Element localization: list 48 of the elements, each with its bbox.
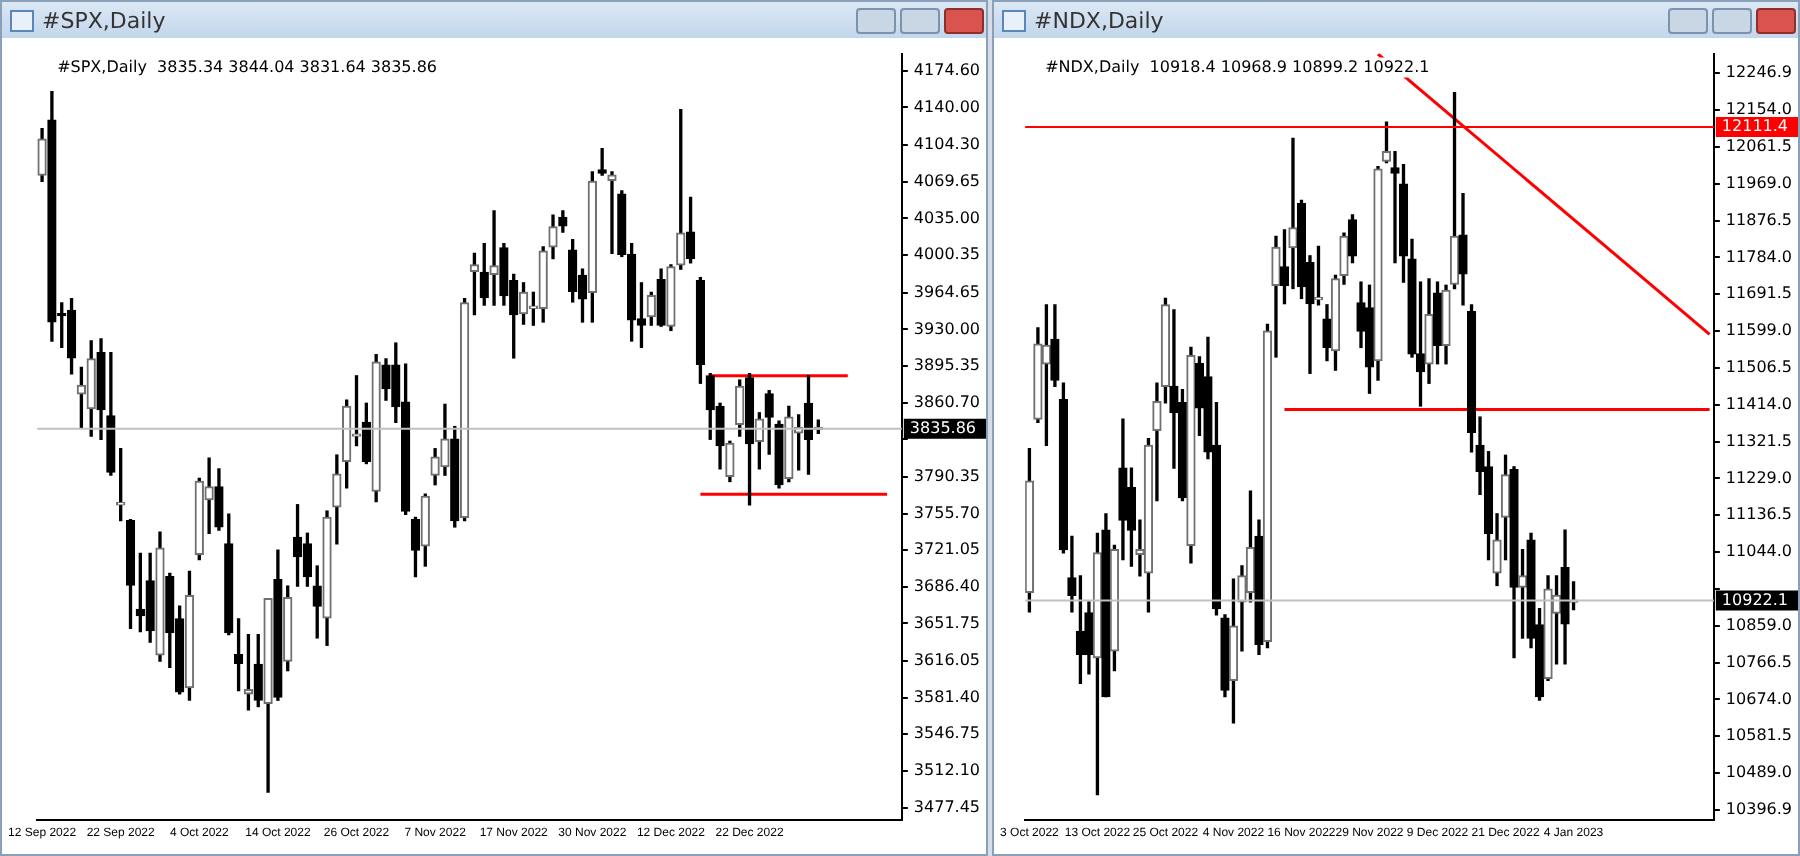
y-tick-label: 12061.5 <box>1725 137 1793 156</box>
chart-title: #NDX,Daily <box>1034 7 1164 33</box>
y-tick-label: 11414.0 <box>1725 394 1793 413</box>
y-tick-label: 11506.5 <box>1725 358 1793 377</box>
annotation: #NDX,Daily 10918.4 10968.9 10899.2 10922.1 <box>1045 57 1430 76</box>
y-tick-label: 12154.0 <box>1725 100 1793 119</box>
chart-title: #SPX,Daily <box>42 7 166 33</box>
y-tick-label: 10489.0 <box>1725 763 1793 782</box>
y-tick-label: 3651.75 <box>913 613 981 632</box>
y-tick-label: 3686.40 <box>913 576 981 595</box>
y-tick-label: 10859.0 <box>1725 615 1793 634</box>
y-tick-label: 11876.5 <box>1725 210 1793 229</box>
candlestick <box>607 171 617 254</box>
y-tick-label: 10396.9 <box>1725 799 1793 818</box>
y-tick-label: 3790.35 <box>913 467 981 486</box>
y-tick-label: 4140.00 <box>913 97 981 116</box>
y-tick-label: 3895.35 <box>913 356 981 375</box>
y-tick-label: 3581.40 <box>913 687 981 706</box>
ref-line-label: 10922.1 <box>1721 590 1789 609</box>
ref-line-label: 12111.4 <box>1721 117 1789 136</box>
y-tick-label: 3755.70 <box>913 503 981 522</box>
y-tick-label: 10674.0 <box>1725 689 1793 708</box>
y-tick-label: 12246.9 <box>1725 63 1793 82</box>
y-tick-label: 11321.5 <box>1725 431 1793 450</box>
y-tick-label: 3930.00 <box>913 319 981 338</box>
y-tick-label: 11969.0 <box>1725 173 1793 192</box>
annotation: #SPX,Daily 3835.34 3844.04 3831.64 3835.86 <box>57 57 438 76</box>
y-tick-label: 11691.5 <box>1725 284 1793 303</box>
y-tick-label: 4174.60 <box>913 61 981 80</box>
y-tick-label: 3512.10 <box>913 761 981 780</box>
y-tick-label: 3860.70 <box>913 392 981 411</box>
y-tick-label: 10766.5 <box>1725 652 1793 671</box>
ref-line-label: 3835.86 <box>909 418 977 437</box>
y-tick-label: 4069.65 <box>913 171 981 190</box>
y-tick-label: 4035.00 <box>913 208 981 227</box>
y-tick-label: 3616.05 <box>913 651 981 670</box>
y-tick-label: 3721.05 <box>913 540 981 559</box>
y-tick-label: 10581.5 <box>1725 726 1793 745</box>
y-tick-label: 3477.45 <box>913 797 981 816</box>
y-tick-label: 4000.35 <box>913 245 981 264</box>
y-tick-label: 3546.75 <box>913 724 981 743</box>
y-tick-label: 11044.0 <box>1725 542 1793 561</box>
y-tick-label: 4104.30 <box>913 135 981 154</box>
y-tick-label: 3964.65 <box>913 282 981 301</box>
y-tick-label: 11229.0 <box>1725 468 1793 487</box>
y-tick-label: 11784.0 <box>1725 247 1793 266</box>
y-tick-label: 11599.0 <box>1725 321 1793 340</box>
y-tick-label: 11136.5 <box>1725 505 1793 524</box>
